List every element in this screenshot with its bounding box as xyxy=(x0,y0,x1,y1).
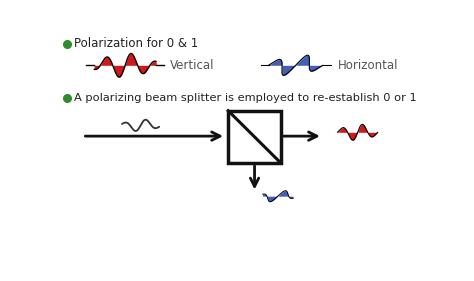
Bar xyxy=(228,111,281,163)
Text: Polarization for 0 & 1: Polarization for 0 & 1 xyxy=(74,37,198,50)
Text: Horizontal: Horizontal xyxy=(338,59,399,72)
Text: Vertical: Vertical xyxy=(170,59,215,72)
Text: A polarizing beam splitter is employed to re-establish 0 or 1: A polarizing beam splitter is employed t… xyxy=(74,93,417,103)
